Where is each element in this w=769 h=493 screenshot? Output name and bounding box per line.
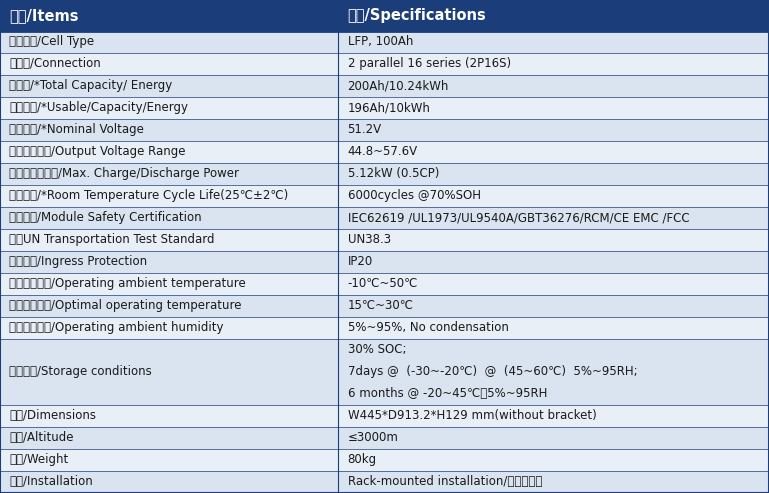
Bar: [0, 207, 338, 229]
Text: 15℃~30℃: 15℃~30℃: [348, 299, 414, 313]
Bar: [0, 163, 338, 185]
Text: 运输UN Transportation Test Standard: 运输UN Transportation Test Standard: [9, 233, 215, 246]
Bar: [0, 53, 338, 75]
Bar: [338, 163, 769, 185]
Text: 循环寿命/*Room Temperature Cycle Life(25℃±2℃): 循环寿命/*Room Temperature Cycle Life(25℃±2℃…: [9, 189, 288, 203]
Text: 5.12kW (0.5CP): 5.12kW (0.5CP): [348, 167, 439, 180]
Bar: [0, 141, 338, 163]
Text: 类目/Items: 类目/Items: [9, 8, 78, 23]
Text: IEC62619 /UL1973/UL9540A/GBT36276/RCM/CE EMC /FCC: IEC62619 /UL1973/UL9540A/GBT36276/RCM/CE…: [348, 211, 689, 224]
Bar: [0, 273, 338, 295]
Bar: [0, 405, 338, 427]
Bar: [338, 141, 769, 163]
Text: 规格/Specifications: 规格/Specifications: [348, 8, 486, 23]
Bar: [338, 75, 769, 97]
Bar: [0, 119, 338, 141]
Text: 总能量/*Total Capacity/ Energy: 总能量/*Total Capacity/ Energy: [9, 79, 172, 92]
Bar: [0, 339, 338, 405]
Text: 51.2V: 51.2V: [348, 123, 381, 137]
Text: Rack-mounted installation/机架式安装: Rack-mounted installation/机架式安装: [348, 475, 542, 489]
Text: 电芯类型/Cell Type: 电芯类型/Cell Type: [9, 35, 95, 48]
Text: 运行湿度区间/Operating ambient humidity: 运行湿度区间/Operating ambient humidity: [9, 321, 224, 334]
Bar: [338, 317, 769, 339]
Text: 80kg: 80kg: [348, 454, 377, 466]
Text: 44.8~57.6V: 44.8~57.6V: [348, 145, 418, 158]
Bar: [0, 31, 338, 53]
Text: 2 parallel 16 series (2P16S): 2 parallel 16 series (2P16S): [348, 57, 511, 70]
Text: 200Ah/10.24kWh: 200Ah/10.24kWh: [348, 79, 449, 92]
Text: 5%~95%, No condensation: 5%~95%, No condensation: [348, 321, 508, 334]
Bar: [338, 31, 769, 53]
Bar: [338, 207, 769, 229]
Bar: [0, 317, 338, 339]
Bar: [0, 295, 338, 317]
Bar: [0, 449, 338, 471]
Text: 6 months @ -20~45℃，5%~95RH: 6 months @ -20~45℃，5%~95RH: [348, 387, 547, 400]
Text: 196Ah/10kWh: 196Ah/10kWh: [348, 102, 431, 114]
Bar: [0, 471, 338, 493]
Bar: [338, 119, 769, 141]
Bar: [338, 273, 769, 295]
Bar: [338, 251, 769, 273]
Text: 海拔/Altitude: 海拔/Altitude: [9, 431, 74, 445]
Text: 6000cycles @70%SOH: 6000cycles @70%SOH: [348, 189, 481, 203]
Text: 防护等级/Ingress Protection: 防护等级/Ingress Protection: [9, 255, 148, 268]
Bar: [338, 229, 769, 251]
Bar: [0, 0, 338, 31]
Bar: [0, 229, 338, 251]
Text: ≤3000m: ≤3000m: [348, 431, 398, 445]
Text: 串并联/Connection: 串并联/Connection: [9, 57, 101, 70]
Text: 最佳运行温度/Optimal operating temperature: 最佳运行温度/Optimal operating temperature: [9, 299, 241, 313]
Text: 尺寸/Dimensions: 尺寸/Dimensions: [9, 410, 96, 423]
Bar: [338, 53, 769, 75]
Bar: [0, 427, 338, 449]
Bar: [0, 75, 338, 97]
Bar: [0, 97, 338, 119]
Bar: [338, 97, 769, 119]
Bar: [338, 405, 769, 427]
Text: 模组认证/Module Safety Certification: 模组认证/Module Safety Certification: [9, 211, 201, 224]
Text: 重量/Weight: 重量/Weight: [9, 454, 68, 466]
Text: IP20: IP20: [348, 255, 373, 268]
Bar: [338, 339, 769, 405]
Bar: [338, 449, 769, 471]
Text: LFP, 100Ah: LFP, 100Ah: [348, 35, 413, 48]
Text: W445*D913.2*H129 mm(without bracket): W445*D913.2*H129 mm(without bracket): [348, 410, 596, 423]
Text: 30% SOC;: 30% SOC;: [348, 344, 406, 356]
Text: 存储工况/Storage conditions: 存储工况/Storage conditions: [9, 365, 152, 379]
Bar: [338, 295, 769, 317]
Bar: [0, 185, 338, 207]
Bar: [338, 0, 769, 31]
Bar: [0, 251, 338, 273]
Text: 可用能量/*Usable/Capacity/Energy: 可用能量/*Usable/Capacity/Energy: [9, 102, 188, 114]
Text: 安装/Installation: 安装/Installation: [9, 475, 93, 489]
Text: 输出电压范围/Output Voltage Range: 输出电压范围/Output Voltage Range: [9, 145, 186, 158]
Bar: [338, 471, 769, 493]
Text: 最大充放电倍率/Max. Charge/Discharge Power: 最大充放电倍率/Max. Charge/Discharge Power: [9, 167, 239, 180]
Text: 7days @  (-30~-20℃)  @  (45~60℃)  5%~95RH;: 7days @ (-30~-20℃) @ (45~60℃) 5%~95RH;: [348, 365, 638, 379]
Text: 额定电压/*Nominal Voltage: 额定电压/*Nominal Voltage: [9, 123, 144, 137]
Bar: [338, 185, 769, 207]
Text: 运行环境温度/Operating ambient temperature: 运行环境温度/Operating ambient temperature: [9, 278, 246, 290]
Text: -10℃~50℃: -10℃~50℃: [348, 278, 418, 290]
Bar: [338, 427, 769, 449]
Text: UN38.3: UN38.3: [348, 233, 391, 246]
